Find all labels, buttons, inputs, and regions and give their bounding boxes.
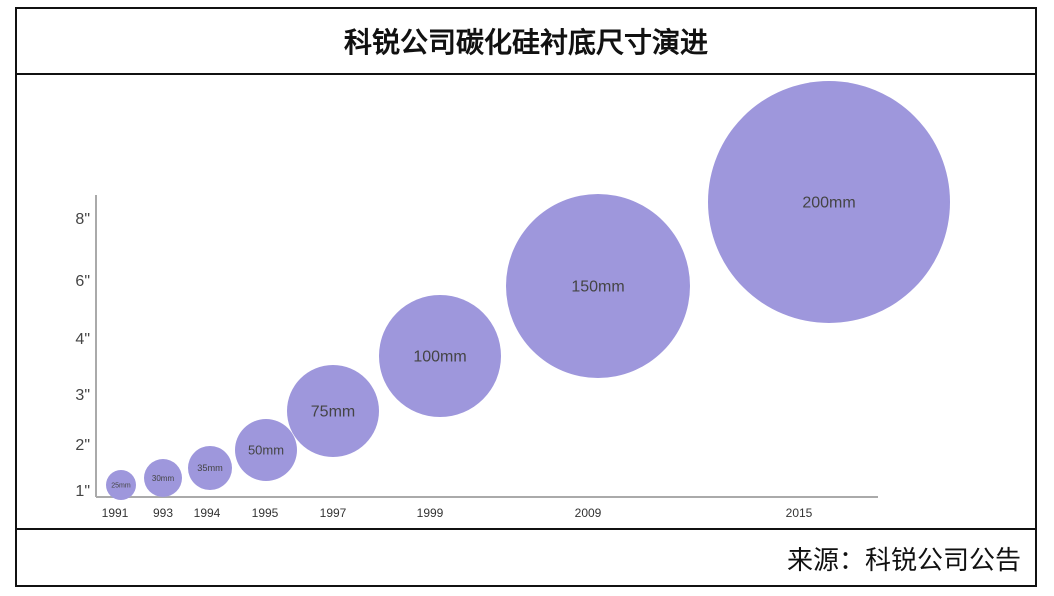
- figure-title: 科锐公司碳化硅衬底尺寸演进: [343, 26, 708, 59]
- bubble-label: 200mm: [802, 195, 855, 212]
- y-tick-label: 2": [75, 437, 90, 454]
- y-tick-label: 1": [75, 483, 90, 500]
- wafer-bubble: [188, 446, 232, 490]
- source-divider: [17, 528, 1035, 530]
- x-tick-label: 1991: [102, 506, 129, 520]
- wafer-bubble: [106, 470, 136, 500]
- wafer-bubble: [708, 81, 950, 323]
- bubble-label: 30mm: [152, 474, 175, 483]
- wafer-bubble: [235, 419, 297, 481]
- wafer-bubble: [506, 194, 690, 378]
- x-tick-label: 1999: [417, 506, 444, 520]
- x-tick-label: 2015: [786, 506, 813, 520]
- y-tick-label: 6": [75, 273, 90, 290]
- x-tick-label: 1997: [320, 506, 347, 520]
- x-tick-label: 2009: [575, 506, 602, 520]
- y-tick-label: 3": [75, 387, 90, 404]
- x-tick-label: 1994: [194, 506, 221, 520]
- bubble-label: 75mm: [311, 404, 355, 421]
- wafer-bubble: [287, 365, 379, 457]
- x-tick-label: 993: [153, 506, 173, 520]
- bubble-label: 100mm: [413, 349, 466, 366]
- bubble-label: 25mm: [111, 482, 131, 489]
- bubble-label: 35mm: [197, 463, 223, 473]
- bubble-label: 50mm: [248, 443, 284, 458]
- y-tick-label: 4": [75, 331, 90, 348]
- wafer-bubble: [144, 459, 182, 497]
- source-note: 来源：科锐公司公告: [786, 545, 1021, 576]
- wafer-bubble: [379, 295, 501, 417]
- x-tick-label: 1995: [252, 506, 279, 520]
- title-divider: [17, 73, 1035, 75]
- bubble-label: 150mm: [571, 279, 624, 296]
- y-tick-label: 8": [75, 211, 90, 228]
